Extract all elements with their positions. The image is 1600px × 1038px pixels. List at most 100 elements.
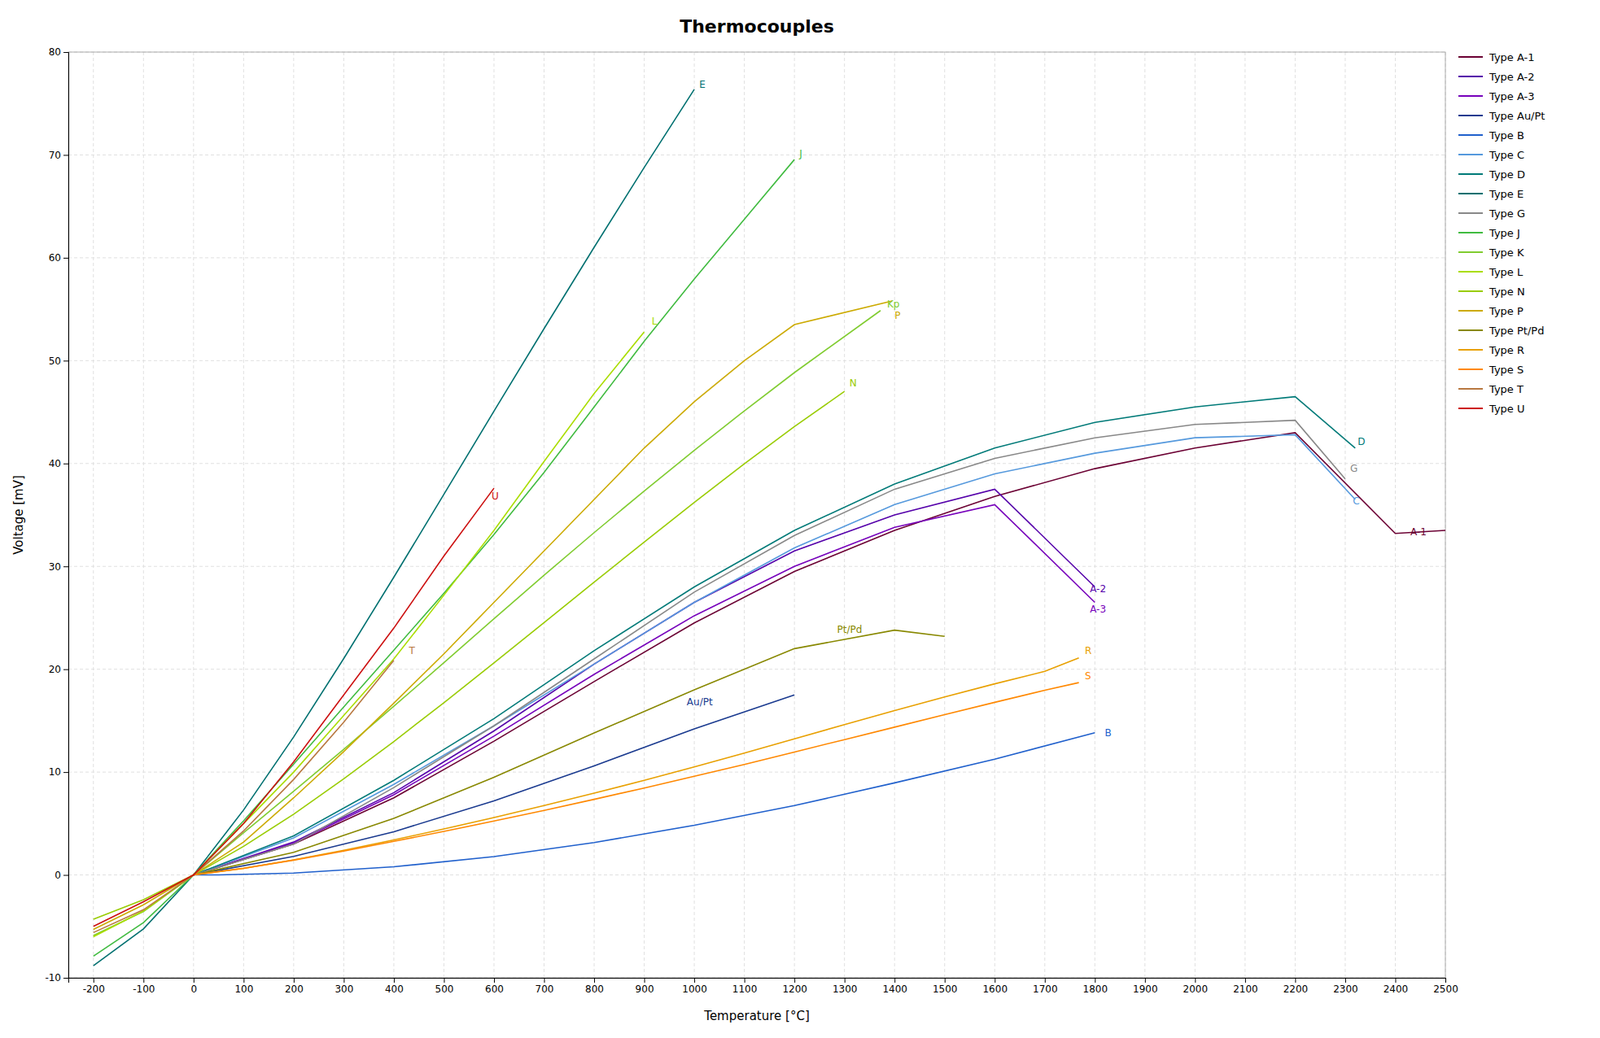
tick-mark <box>1294 978 1296 984</box>
tick-label: -100 <box>132 983 155 996</box>
annotation: P <box>894 310 901 322</box>
tick-label: 1400 <box>882 983 908 996</box>
tick: 1200 <box>782 978 808 996</box>
annotation: E <box>699 78 706 91</box>
legend-item: Type G <box>1458 207 1526 220</box>
grid-line-x <box>1244 52 1246 979</box>
tick-mark <box>1394 978 1396 984</box>
tick: 300 <box>334 978 354 996</box>
tick: 2400 <box>1383 978 1409 996</box>
tick-mark <box>63 566 69 568</box>
legend: Type A-1Type A-2Type A-3Type Au/PtType B… <box>1458 51 1545 416</box>
tick-label: 1600 <box>982 983 1008 996</box>
annotation: G <box>1350 463 1358 475</box>
tick-label: 1500 <box>932 983 958 996</box>
series-line <box>193 695 795 875</box>
tick-label: 2400 <box>1383 983 1409 996</box>
series-line <box>193 397 1356 876</box>
grid-line-y <box>68 463 1446 464</box>
legend-label: Type Au/Pt <box>1488 109 1545 123</box>
legend-item: Type A-3 <box>1458 90 1535 103</box>
legend-label: Type E <box>1488 187 1524 201</box>
legend-swatch <box>1458 368 1483 371</box>
grid-line-x <box>1194 52 1196 979</box>
tick-mark <box>1194 978 1196 984</box>
grid-line-x <box>443 52 445 979</box>
tick-label: 300 <box>334 983 354 996</box>
series-line <box>193 658 1080 876</box>
tick-mark <box>644 978 646 984</box>
tick-label: -10 <box>44 972 62 984</box>
tick-mark <box>193 978 195 984</box>
tick-mark <box>293 978 295 984</box>
tick-label: 1300 <box>832 983 858 996</box>
tick: 40 <box>48 458 69 470</box>
grid-line-x <box>643 52 645 979</box>
tick: -10 <box>44 972 69 984</box>
tick-label: 1100 <box>732 983 758 996</box>
legend-item: Type P <box>1458 305 1524 318</box>
tick-mark <box>443 978 445 984</box>
series-line <box>193 432 1446 876</box>
tick-label: -200 <box>83 983 105 996</box>
tick-mark <box>794 978 796 984</box>
grid-line-x <box>343 52 345 979</box>
tick: 700 <box>535 978 555 996</box>
tick: 0 <box>54 869 69 882</box>
annotation: D <box>1357 436 1365 448</box>
legend-item: Type D <box>1458 168 1526 181</box>
series-line <box>193 434 1356 875</box>
tick: 2500 <box>1433 978 1459 996</box>
annotation: R <box>1084 645 1092 657</box>
annotation: Pt/Pd <box>836 624 862 636</box>
tick: 1800 <box>1083 978 1109 996</box>
tick-mark <box>1345 978 1347 984</box>
legend-label: Type T <box>1488 383 1524 396</box>
tick: 2100 <box>1232 978 1259 996</box>
annotation: Au/Pt <box>686 696 713 709</box>
tick-mark <box>63 257 69 259</box>
x-axis: -200-10001002003004005006007008009001000… <box>69 978 1459 996</box>
annotation: L <box>651 315 658 328</box>
tick-label: 2100 <box>1232 983 1259 996</box>
tick-mark <box>1245 978 1246 984</box>
grid-line-x <box>794 52 796 979</box>
tick: 20 <box>48 664 69 676</box>
tick: 800 <box>585 978 604 996</box>
grid-line-x <box>192 52 194 979</box>
series-line <box>193 682 1080 875</box>
tick-mark <box>544 978 546 984</box>
legend-swatch <box>1458 388 1483 390</box>
tick-mark <box>93 978 95 984</box>
plot-frame <box>68 52 1446 979</box>
annotation: S <box>1084 670 1092 682</box>
annotation: J <box>798 148 803 160</box>
legend-label: Type A-3 <box>1488 90 1535 103</box>
legend-label: Type L <box>1488 266 1524 279</box>
tick-mark <box>1445 978 1447 984</box>
legend-label: Type R <box>1488 344 1525 357</box>
annotation: A-3 <box>1089 603 1107 616</box>
grid-line-x <box>1394 52 1396 979</box>
y-axis-title: Voltage [mV] <box>11 475 27 556</box>
tick-mark <box>63 978 69 980</box>
legend-swatch <box>1458 75 1483 78</box>
legend-item: Type N <box>1458 285 1526 298</box>
tick: 1100 <box>732 978 758 996</box>
grid-line-y <box>68 154 1446 156</box>
grid-line-y <box>68 257 1446 258</box>
series-line <box>193 630 945 876</box>
legend-swatch <box>1458 290 1483 293</box>
series-line <box>93 391 845 920</box>
tick-mark <box>1044 978 1046 984</box>
tick-label: 400 <box>384 983 404 996</box>
annotation: B <box>1105 727 1112 739</box>
tick-label: 1900 <box>1132 983 1159 996</box>
tick-label: 2500 <box>1433 983 1459 996</box>
grid-line-x <box>292 52 294 979</box>
grid-line-x <box>393 52 394 979</box>
tick: 1900 <box>1132 978 1159 996</box>
grid-line-x <box>843 52 845 979</box>
tick: -200 <box>83 978 105 996</box>
tick-label: 200 <box>284 983 304 996</box>
